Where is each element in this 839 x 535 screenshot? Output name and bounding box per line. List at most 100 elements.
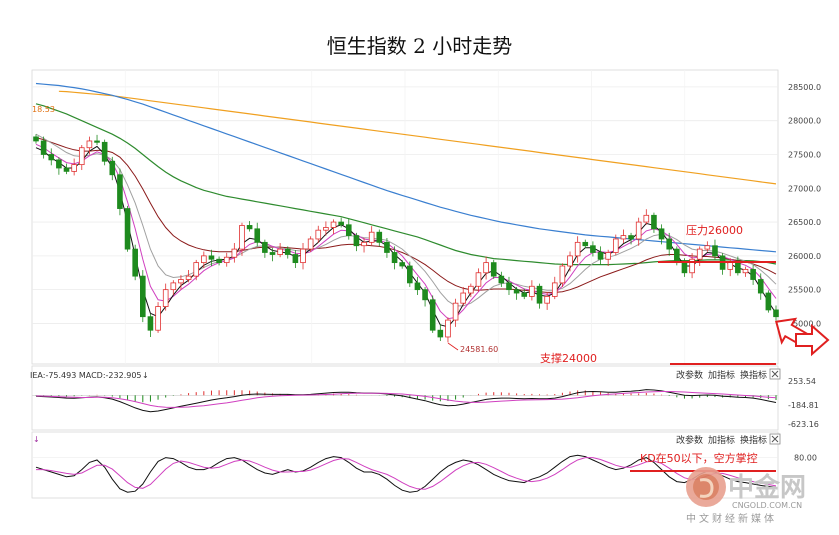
corner-value: 18.53 <box>32 105 55 114</box>
macd-dropdown-icon[interactable]: ↓ <box>142 371 149 380</box>
candle-body <box>117 174 123 209</box>
candle-body <box>437 329 444 338</box>
candle-body <box>757 279 764 294</box>
ma-black-line <box>35 145 777 328</box>
watermark-domain: CNGOLD.COM.CN <box>732 501 802 510</box>
candle-body <box>246 225 253 230</box>
candle-body <box>40 140 47 155</box>
candle-body <box>109 160 116 176</box>
candle-body <box>681 262 688 274</box>
candle-body <box>666 238 672 250</box>
kdj-close-icon[interactable] <box>769 433 781 445</box>
candle-body <box>307 238 314 250</box>
macd-panel: 253.54 -184.81 -623.16 <box>32 377 819 429</box>
candle-body <box>384 241 390 253</box>
kdj-panel-frame <box>31 431 779 499</box>
candle-body <box>727 262 734 270</box>
candlesticks <box>33 134 779 343</box>
right-arrow-icon <box>795 323 830 357</box>
candle-body <box>612 238 619 253</box>
y-tick-label: 26500.0 <box>788 218 821 227</box>
candle-body <box>445 319 451 338</box>
candle-body <box>689 258 695 274</box>
candle-body <box>475 272 482 287</box>
macd-dif-line <box>35 389 777 413</box>
candle-body <box>513 289 520 294</box>
y-tick-label: 28000.0 <box>788 117 821 126</box>
candle-body <box>223 256 230 264</box>
macd-y-tick-label: -184.81 <box>788 401 819 410</box>
y-tick-label: 25500.0 <box>788 286 821 295</box>
macd-switch-indicator-button[interactable]: 换指标 <box>740 369 767 381</box>
candle-body <box>574 241 581 257</box>
y-tick-label: 27500.0 <box>788 150 821 159</box>
candle-body <box>71 164 77 172</box>
candle-body <box>361 241 367 247</box>
candle-body <box>353 235 360 247</box>
candle-body <box>399 262 405 267</box>
candle-body <box>521 292 528 297</box>
watermark-name: 中金网 <box>728 472 806 503</box>
low-label: 24581.60 <box>460 345 498 354</box>
kdj-edit-params-button[interactable]: 改参数 <box>676 434 703 446</box>
candle-body <box>323 227 329 231</box>
candle-body <box>391 252 398 264</box>
candle-body <box>590 245 596 253</box>
kdj-switch-indicator-button[interactable]: 换指标 <box>740 434 767 446</box>
candle-body <box>414 282 421 291</box>
candle-body <box>277 248 283 255</box>
kdj-dropdown-icon[interactable]: ↓ <box>33 435 40 444</box>
candle-body <box>231 248 238 258</box>
candle-body <box>559 265 566 284</box>
ma-darkred-line <box>35 137 777 293</box>
candle-body <box>407 265 413 284</box>
kdj-y-tick-label: 80.00 <box>794 454 817 463</box>
candle-body <box>704 245 711 250</box>
candle-body <box>468 285 474 294</box>
candle-body <box>284 248 291 255</box>
y-tick-label: 28500.0 <box>788 83 821 92</box>
macd-y-tick-label: 253.54 <box>788 377 816 386</box>
support-label: 支撑24000 <box>540 351 597 365</box>
macd-y-tick-label: -623.16 <box>788 420 819 429</box>
macd-edit-params-button[interactable]: 改参数 <box>676 369 703 381</box>
candle-body <box>78 147 85 166</box>
candle-body <box>193 262 200 277</box>
low-marker-leader <box>447 342 459 351</box>
ma-green-line <box>35 103 777 266</box>
candle-body <box>551 282 558 297</box>
macd-add-indicator-button[interactable]: 加指标 <box>708 369 735 381</box>
macd-dea-line <box>35 391 777 408</box>
candle-body <box>582 241 589 247</box>
candle-body <box>376 231 383 243</box>
candle-body <box>338 221 344 226</box>
candle-body <box>635 221 642 240</box>
candle-body <box>460 292 467 304</box>
macd-close-icon[interactable] <box>769 368 781 380</box>
candle-body <box>658 228 665 240</box>
candle-body <box>330 221 337 228</box>
candle-body <box>422 289 428 301</box>
y-tick-label: 26000.0 <box>788 252 821 261</box>
macd-panel-frame <box>31 365 779 431</box>
candle-body <box>345 224 352 236</box>
candle-body <box>452 302 459 321</box>
candle-body <box>140 275 146 318</box>
price-axis-labels: 28500.0 28000.0 27500.0 27000.0 26500.0 26000… <box>788 83 821 329</box>
candle-body <box>498 275 505 284</box>
candle-body <box>696 248 703 260</box>
ma-orange-line <box>58 90 777 185</box>
candle-body <box>239 225 245 250</box>
candle-body <box>735 262 741 274</box>
kdj-add-indicator-button[interactable]: 加指标 <box>708 434 735 446</box>
chart-title: 恒生指数 2 小时走势 <box>326 34 513 58</box>
candle-body <box>483 262 489 274</box>
y-tick-label: 25000.0 <box>788 319 821 328</box>
candle-body <box>651 214 657 230</box>
candle-body <box>216 258 222 264</box>
candle-body <box>742 268 749 274</box>
candle-body <box>201 255 207 264</box>
candle-body <box>529 285 535 297</box>
ma-blue-line <box>35 82 777 253</box>
